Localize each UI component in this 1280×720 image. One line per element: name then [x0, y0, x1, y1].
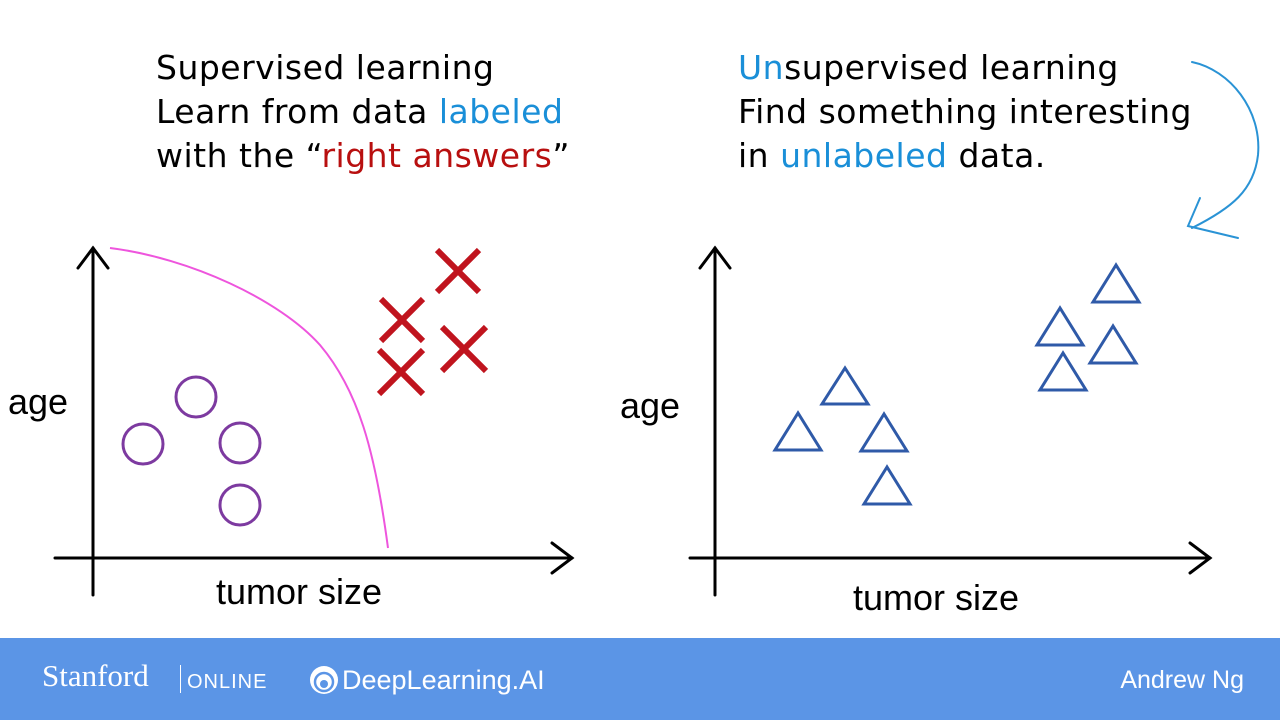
left-ylabel: age: [8, 381, 68, 422]
supervised-heading: Supervised learning Learn from data labe…: [156, 46, 570, 178]
author-name: Andrew Ng: [1120, 666, 1244, 694]
supervised-line-2-text: Learn from data: [156, 92, 439, 131]
right-xlabel: tumor size: [853, 577, 1019, 618]
cross-markers: [376, 247, 489, 397]
wordmark-divider: [180, 665, 181, 693]
triangle-icon: [1087, 323, 1139, 365]
supervised-line-3: with the “right answers”: [156, 134, 570, 178]
deeplearning-wordmark: DeepLearning.AI: [342, 665, 545, 695]
decision-boundary: [109, 247, 389, 549]
unsupervised-line-2: Find something interesting: [738, 92, 1192, 131]
unsupervised-title-rest: supervised learning: [784, 48, 1119, 87]
stanford-wordmark: Stanford: [42, 658, 149, 693]
triangle-icon: [861, 464, 913, 506]
circle-icon: [121, 422, 165, 466]
triangle-icon: [772, 410, 824, 452]
triangle-icon: [858, 411, 910, 453]
right-answers-highlight: right answers: [321, 136, 553, 175]
circle-icon: [218, 483, 262, 527]
unsupervised-plot: age tumor size: [620, 245, 1213, 618]
unlabeled-highlight: unlabeled: [780, 136, 948, 175]
curved-arrow-icon: [1186, 61, 1260, 239]
left-axes: [53, 245, 575, 597]
triangle-markers: [772, 262, 1142, 506]
triangle-icon: [1037, 350, 1089, 392]
labeled-highlight: labeled: [438, 92, 564, 131]
supervised-line-3-end: ”: [552, 136, 570, 175]
unsupervised-title: Unsupervised learning: [738, 46, 1192, 90]
cross-icon: [378, 296, 426, 344]
plots-canvas: age tumor size age tumor size: [8, 61, 1260, 618]
circle-markers: [121, 375, 262, 527]
online-wordmark: ONLINE: [187, 671, 268, 693]
unsupervised-heading: Unsupervised learning Find something int…: [738, 46, 1192, 178]
triangle-icon: [819, 365, 871, 406]
supervised-plot: age tumor size: [8, 245, 575, 612]
un-highlight: Un: [738, 48, 785, 87]
supervised-line-2: Learn from data labeled: [156, 90, 570, 134]
right-ylabel: age: [620, 385, 680, 426]
unsupervised-line-3: in unlabeled data.: [738, 134, 1192, 178]
right-axes: [688, 245, 1213, 597]
deeplearning-logo-icon: [310, 666, 338, 694]
supervised-line-3-text: with the “: [156, 136, 322, 175]
footer-bar: Stanford ONLINE DeepLearning.AI Andrew N…: [0, 638, 1280, 720]
supervised-title: Supervised learning: [156, 48, 495, 87]
triangle-icon: [1034, 305, 1086, 347]
cross-icon: [434, 247, 482, 295]
unsupervised-line-3-end: data.: [947, 136, 1046, 175]
cross-icon: [376, 347, 426, 397]
cross-icon: [439, 324, 489, 374]
circle-icon: [218, 421, 262, 465]
unsupervised-line-3-text: in: [738, 136, 781, 175]
left-xlabel: tumor size: [216, 571, 382, 612]
circle-icon: [174, 375, 218, 419]
triangle-icon: [1090, 262, 1142, 304]
